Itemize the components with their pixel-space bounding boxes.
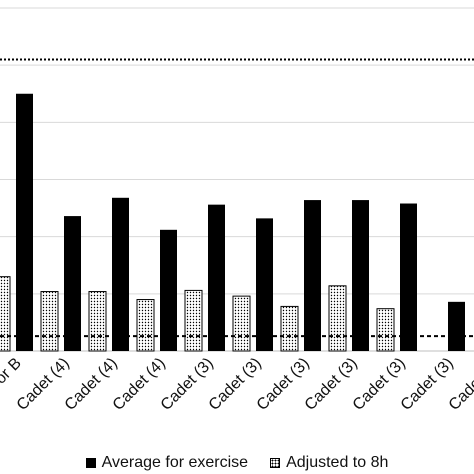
bar-adjusted-to-8h: [184, 289, 203, 352]
bar-average-for-exercise: [64, 216, 81, 351]
bar-average-for-exercise: [160, 229, 177, 351]
bar-average-for-exercise: [256, 218, 273, 351]
category-label: …or B: [0, 355, 25, 399]
bar-adjusted-to-8h: [232, 295, 251, 352]
legend-item-average: Average for exercise: [85, 454, 249, 472]
bar-average-for-exercise: [304, 200, 321, 351]
legend-item-adjusted: Adjusted to 8h: [270, 454, 388, 472]
legend-swatch-average: [85, 458, 96, 468]
bar-average-for-exercise: [448, 301, 465, 351]
legend-label-adjusted: Adjusted to 8h: [286, 454, 389, 471]
bar-average-for-exercise: [208, 204, 225, 351]
bar-adjusted-to-8h: [88, 291, 107, 352]
bar-adjusted-to-8h: [280, 305, 299, 352]
bar-average-for-exercise: [16, 93, 33, 351]
bar-adjusted-to-8h: [136, 299, 155, 352]
legend-label-average: Average for exercise: [101, 454, 249, 471]
bar-average-for-exercise: [112, 197, 129, 351]
bar-average-for-exercise: [352, 200, 369, 351]
bar-average-for-exercise: [400, 203, 417, 351]
bars: [0, 93, 465, 352]
legend: Average for exercise Adjusted to 8h: [0, 452, 474, 474]
reference-lines: [0, 58, 474, 338]
legend-swatch-adjusted: [270, 458, 281, 468]
bar-adjusted-to-8h: [376, 308, 395, 352]
bar-adjusted-to-8h: [40, 291, 59, 352]
bar-adjusted-to-8h: [328, 285, 347, 352]
bar-adjusted-to-8h: [0, 276, 11, 352]
